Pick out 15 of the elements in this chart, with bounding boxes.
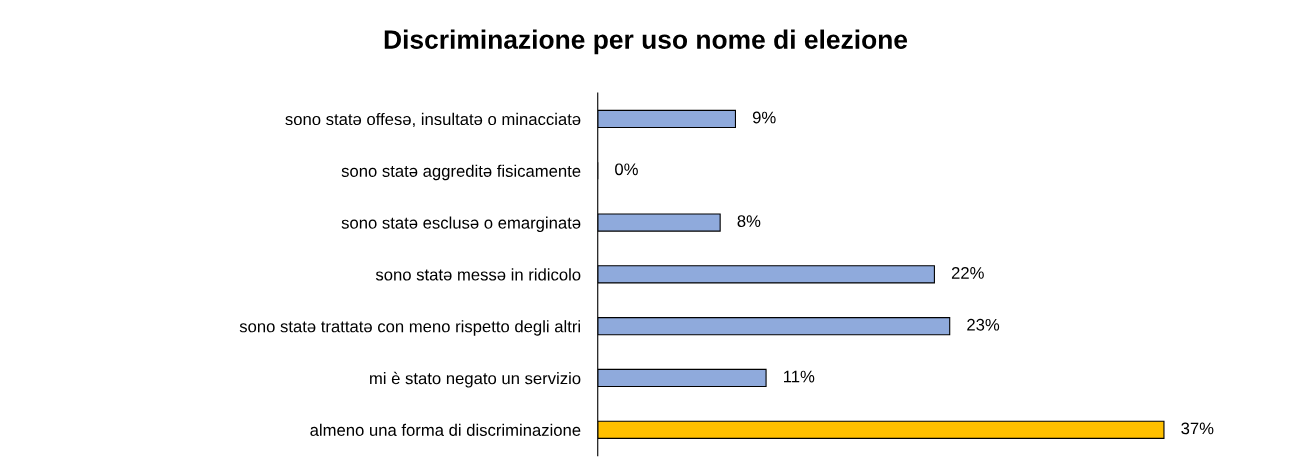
data-label: 0%	[615, 163, 638, 176]
data-label: 8%	[737, 215, 761, 228]
y-tick-label: sono statə messə in ridicolo	[375, 268, 581, 281]
y-tick-label: sono statə offesə, insultatə o minacciatə	[285, 112, 581, 128]
data-label: 37%	[1181, 422, 1214, 435]
data-label: 23%	[967, 318, 1000, 331]
y-tick-label: sono statə esclusə o emarginatə	[341, 216, 581, 233]
y-tick-label: almeno una forma di discriminazione	[310, 423, 581, 436]
y-tick-label: sono statə trattatə con meno rispetto degli altri	[239, 320, 580, 336]
data-label: 9%	[752, 111, 776, 124]
y-tick-label: mi è stato negato un servizio	[370, 371, 581, 388]
y-tick-label: sono statə aggreditə fisicamente	[341, 164, 581, 181]
data-label: 22%	[951, 267, 984, 279]
data-label: 11%	[784, 370, 815, 383]
chart-title: Discriminazione per uso nome di elezione	[384, 29, 908, 55]
